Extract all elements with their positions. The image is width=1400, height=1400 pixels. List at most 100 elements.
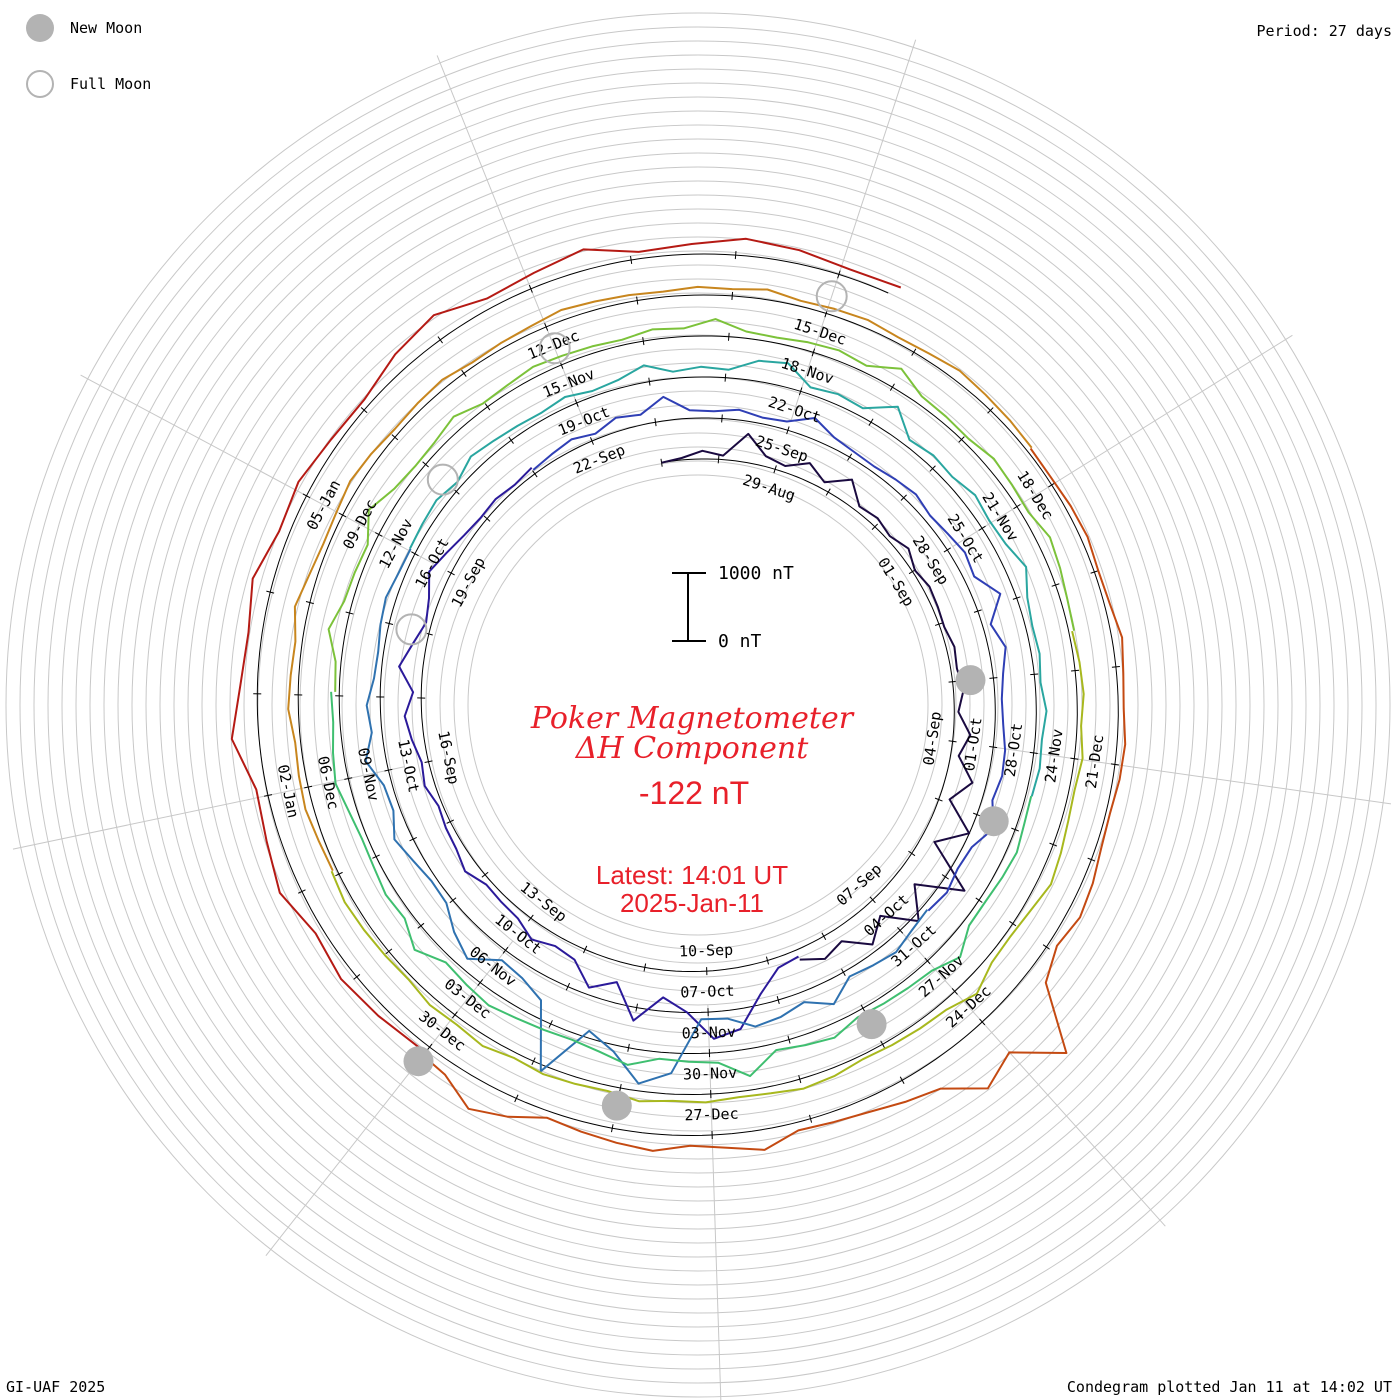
baseline-tick	[975, 897, 983, 903]
baseline-tick	[765, 956, 770, 965]
baseline-tick	[648, 377, 651, 386]
latest-date: 2025-Jan-11	[620, 888, 764, 918]
day-spoke	[12, 766, 405, 850]
baseline-tick	[860, 1004, 866, 1012]
date-label: 13-Sep	[517, 878, 571, 926]
grid-ring	[257, 264, 1139, 1146]
baseline-tick	[948, 740, 957, 743]
grid-ring	[285, 292, 1111, 1118]
baseline-tick	[266, 590, 275, 594]
baseline-tick	[345, 611, 354, 615]
baseline-tick	[449, 897, 457, 904]
date-label: 10-Sep	[679, 941, 734, 961]
series-line	[661, 432, 974, 961]
grid-ring	[145, 152, 1251, 1258]
baseline-tick	[786, 426, 790, 435]
baseline-tick	[548, 1020, 553, 1028]
series-line	[287, 285, 1033, 872]
chart-title-line2: ΔH Component	[575, 731, 809, 766]
grid-ring	[397, 404, 999, 1006]
new-moon-marker	[978, 806, 1009, 837]
date-label: 27-Dec	[684, 1105, 739, 1125]
baseline-tick	[1051, 583, 1060, 587]
moon-markers	[395, 280, 1009, 1121]
grid-ring	[159, 166, 1237, 1244]
baseline-tick	[943, 547, 951, 553]
grid-ring	[229, 236, 1167, 1174]
baseline-tick	[481, 871, 489, 878]
grid-ring	[215, 222, 1181, 1188]
new-moon-marker	[955, 665, 986, 696]
baseline-tick	[409, 836, 417, 842]
grid-ring	[33, 40, 1363, 1370]
grid-ring	[103, 110, 1293, 1300]
baseline-tick	[1071, 669, 1080, 672]
baseline-tick	[987, 407, 994, 414]
grid-ring	[75, 82, 1321, 1328]
baseline-tick	[798, 387, 803, 396]
grid-ring	[425, 432, 971, 978]
period-label: Period: 27 days	[1256, 22, 1392, 40]
full-moon-marker	[538, 332, 571, 365]
baseline-tick	[527, 914, 534, 922]
legend-full-moon: Full Moon	[26, 70, 151, 98]
baseline-tick	[924, 957, 931, 965]
grid-ring	[467, 474, 929, 936]
day-spoke	[790, 39, 917, 421]
new-moon-marker	[856, 1009, 887, 1040]
baseline-tick	[508, 436, 514, 444]
full-moon-marker	[395, 613, 428, 646]
baseline-tick	[1070, 757, 1079, 760]
baseline-tick	[1049, 842, 1058, 847]
baseline-tick	[1110, 763, 1119, 766]
baseline-tick	[1087, 857, 1096, 862]
credit-label: GI-UAF 2025	[6, 1378, 106, 1396]
baseline-tick	[978, 525, 986, 531]
baseline-tick	[298, 889, 306, 894]
baseline-tick	[1042, 944, 1050, 950]
date-label: 16-Sep	[434, 729, 463, 786]
baseline-tick	[811, 348, 816, 357]
baseline-tick	[582, 945, 588, 954]
baseline-tick	[973, 609, 982, 613]
plotted-label: Condegram plotted Jan 11 at 14:02 UT	[1066, 1378, 1392, 1396]
baseline-tick	[375, 532, 383, 537]
baseline-tick	[1009, 920, 1017, 927]
baseline-tick	[660, 458, 663, 467]
date-label: 19-Oct	[555, 403, 612, 440]
baseline-tick	[1111, 665, 1120, 668]
chart-title-line1: Poker Magnetometer	[530, 701, 855, 736]
series-layer	[230, 237, 1127, 1152]
baseline-tick	[717, 455, 720, 464]
baseline-tick	[979, 1018, 986, 1026]
grid-ring	[19, 26, 1377, 1384]
baseline-tick	[897, 927, 904, 934]
baseline-tick	[484, 403, 491, 411]
baseline-tick	[446, 819, 455, 824]
baseline-tick	[424, 760, 433, 764]
baseline-spiral	[256, 253, 1119, 1137]
baseline-tick	[934, 797, 943, 802]
date-label: 07-Sep	[833, 860, 885, 910]
legend-new-moon-label: New Moon	[70, 19, 143, 37]
baseline-tick	[305, 601, 314, 605]
date-label: 29-Aug	[741, 471, 798, 505]
baseline-tick	[528, 284, 533, 293]
baseline-tick	[721, 414, 723, 423]
grid-ring	[341, 348, 1055, 1062]
baseline-tick	[941, 874, 949, 880]
date-label: 09-Nov	[354, 746, 383, 803]
baseline-tick	[911, 348, 917, 356]
day-spoke	[994, 746, 1392, 805]
new-moon-marker	[403, 1046, 434, 1077]
grid-ring	[117, 124, 1279, 1286]
baseline-tick	[437, 336, 443, 344]
baseline-tick	[841, 968, 846, 976]
baseline-tick	[417, 922, 425, 929]
baseline-tick	[837, 270, 841, 279]
baseline-tick	[889, 383, 895, 391]
date-label: 06-Nov	[466, 943, 520, 991]
baseline-tick	[808, 1114, 813, 1123]
day-spoke	[897, 928, 1166, 1227]
date-label: 15-Dec	[792, 315, 849, 349]
